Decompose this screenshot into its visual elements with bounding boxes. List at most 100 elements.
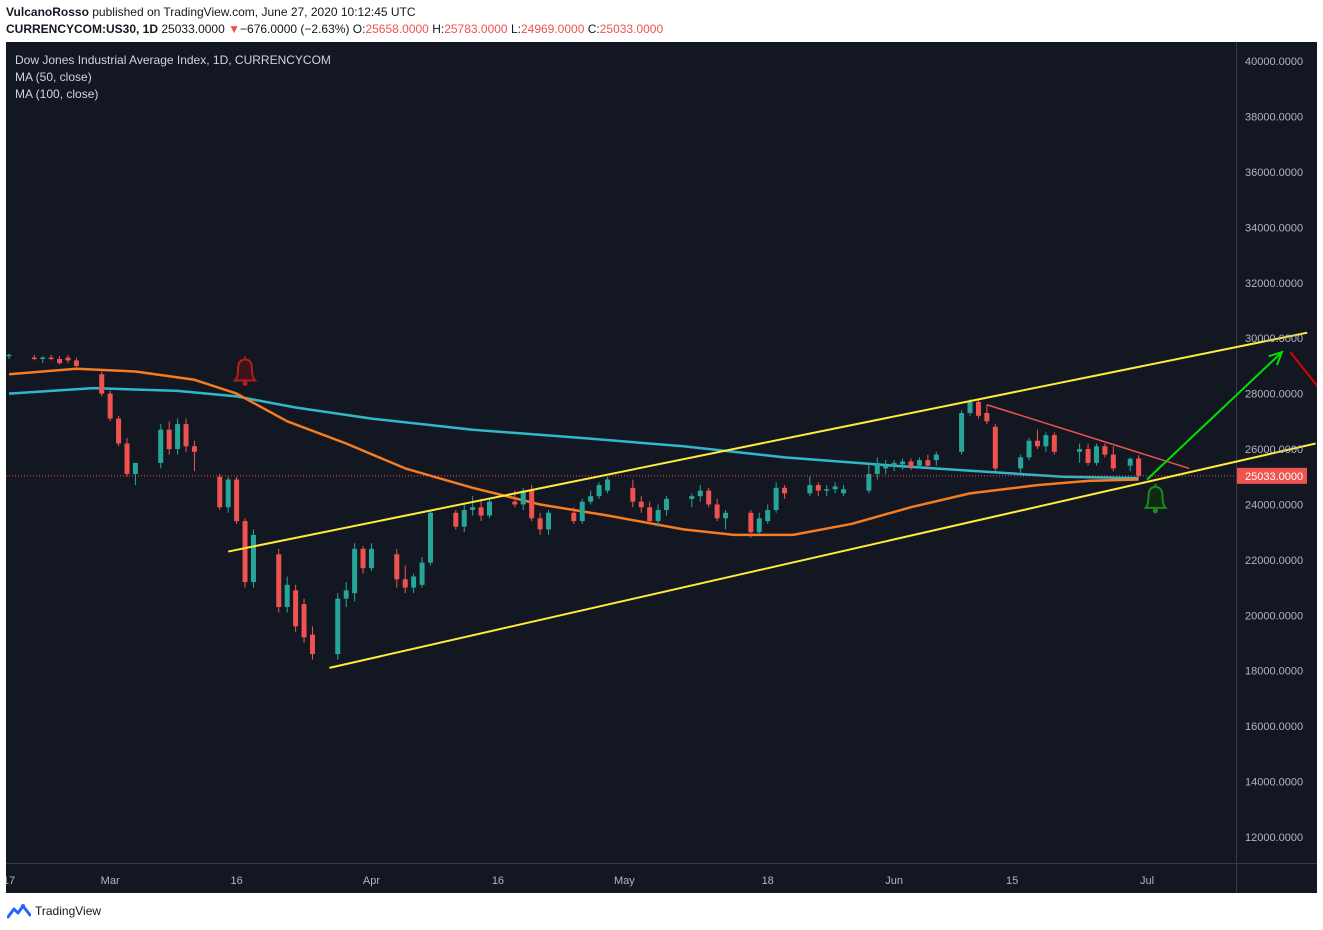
candle-up[interactable]	[343, 582, 349, 607]
candle-down[interactable]	[107, 390, 113, 422]
candle-down[interactable]	[706, 487, 712, 508]
candle-up[interactable]	[368, 543, 374, 571]
price-chart[interactable]: 12000.0000 14000.0000 16000.0000 18000.0000…	[6, 42, 1317, 893]
candle-up[interactable]	[284, 576, 290, 613]
candle-down[interactable]	[73, 357, 79, 368]
candle-down[interactable]	[1051, 432, 1057, 455]
candle-up[interactable]	[891, 460, 897, 472]
candle-up[interactable]	[807, 476, 813, 497]
candle-up[interactable]	[335, 593, 341, 660]
candle-up[interactable]	[664, 496, 670, 516]
candle-down[interactable]	[402, 565, 408, 594]
candle-down[interactable]	[116, 415, 122, 447]
candle-up[interactable]	[158, 424, 164, 469]
candle-up[interactable]	[352, 543, 358, 602]
candle-up[interactable]	[689, 493, 695, 508]
candle-up[interactable]	[900, 458, 906, 470]
candle-up[interactable]	[959, 410, 965, 455]
candle-up[interactable]	[841, 485, 847, 497]
candle-down[interactable]	[975, 399, 981, 419]
candle-down[interactable]	[48, 354, 54, 361]
candle-up[interactable]	[697, 485, 703, 502]
candle-up[interactable]	[461, 504, 467, 533]
candle-up[interactable]	[579, 498, 585, 524]
candle-down[interactable]	[815, 482, 821, 497]
candle-down[interactable]	[571, 507, 577, 524]
candle-up[interactable]	[1043, 432, 1049, 452]
candle-down[interactable]	[360, 546, 366, 574]
channel-upper-line[interactable]	[227, 331, 1308, 553]
candle-up[interactable]	[132, 462, 138, 486]
candle-up[interactable]	[588, 490, 594, 505]
candle-down[interactable]	[242, 518, 248, 588]
candle-down[interactable]	[714, 498, 720, 522]
legend-ma50[interactable]: MA (50, close)	[15, 70, 92, 84]
candle-up[interactable]	[883, 460, 889, 474]
candle-up[interactable]	[596, 482, 602, 499]
candle-up[interactable]	[470, 496, 476, 516]
author-name[interactable]: VulcanoRosso	[6, 5, 89, 19]
candle-up[interactable]	[773, 482, 779, 513]
candle-down[interactable]	[748, 509, 754, 538]
candle-up[interactable]	[6, 353, 12, 360]
candle-down[interactable]	[183, 418, 189, 452]
candle-down[interactable]	[1085, 443, 1091, 466]
candle-up[interactable]	[546, 509, 552, 535]
candle-up[interactable]	[225, 476, 231, 513]
sell-alert-bell-icon[interactable]	[232, 356, 258, 386]
candle-down[interactable]	[984, 404, 990, 425]
tradingview-brand[interactable]: TradingView	[7, 903, 101, 919]
candle-up[interactable]	[419, 557, 425, 588]
candle-down[interactable]	[1102, 443, 1108, 458]
candle-down[interactable]	[309, 626, 315, 660]
candle-up[interactable]	[866, 462, 872, 494]
candle-up[interactable]	[756, 512, 762, 535]
candle-down[interactable]	[99, 371, 105, 397]
candle-up[interactable]	[655, 504, 661, 527]
candle-down[interactable]	[537, 512, 543, 535]
candle-down[interactable]	[301, 598, 307, 643]
candle-down[interactable]	[1136, 455, 1142, 478]
candle-down[interactable]	[647, 501, 653, 524]
candle-down[interactable]	[124, 437, 130, 477]
candle-up[interactable]	[933, 451, 939, 466]
candle-down[interactable]	[925, 454, 931, 469]
candle-up[interactable]	[411, 573, 417, 594]
candle-down[interactable]	[478, 498, 484, 522]
candle-down[interactable]	[293, 584, 299, 632]
candle-down[interactable]	[782, 485, 788, 499]
candle-up[interactable]	[874, 457, 880, 480]
candle-up[interactable]	[1026, 437, 1032, 461]
candle-down[interactable]	[217, 473, 223, 510]
candle-up[interactable]	[765, 504, 771, 524]
candle-down[interactable]	[191, 440, 197, 472]
candle-up[interactable]	[723, 509, 729, 530]
legend-ma100[interactable]: MA (100, close)	[15, 87, 98, 101]
candle-down[interactable]	[638, 496, 644, 513]
candle-up[interactable]	[824, 485, 830, 497]
candle-up[interactable]	[1127, 457, 1133, 472]
candle-up[interactable]	[916, 457, 922, 469]
buy-alert-bell-icon[interactable]	[1143, 483, 1168, 514]
candle-down[interactable]	[453, 509, 459, 530]
candle-up[interactable]	[40, 356, 46, 364]
candle-up[interactable]	[250, 529, 256, 588]
candle-down[interactable]	[57, 356, 63, 365]
candle-up[interactable]	[832, 482, 838, 494]
candle-down[interactable]	[234, 476, 240, 524]
candle-up[interactable]	[1018, 454, 1024, 474]
candle-down[interactable]	[31, 354, 37, 361]
symbol-label[interactable]: CURRENCYCOM:US30, 1D	[6, 22, 159, 36]
candle-up[interactable]	[1077, 443, 1083, 463]
candle-up[interactable]	[487, 498, 493, 519]
candle-up[interactable]	[605, 476, 611, 494]
ma100-line[interactable]	[8, 386, 1139, 480]
candle-down[interactable]	[908, 458, 914, 470]
candle-down[interactable]	[1110, 446, 1116, 472]
channel-lower-line[interactable]	[329, 442, 1316, 669]
candle-down[interactable]	[529, 485, 535, 522]
candle-up[interactable]	[175, 418, 181, 455]
candle-down[interactable]	[166, 421, 172, 455]
candle-down[interactable]	[992, 424, 998, 472]
chart-panel[interactable]: 12000.0000 14000.0000 16000.0000 18000.0000…	[6, 42, 1317, 893]
